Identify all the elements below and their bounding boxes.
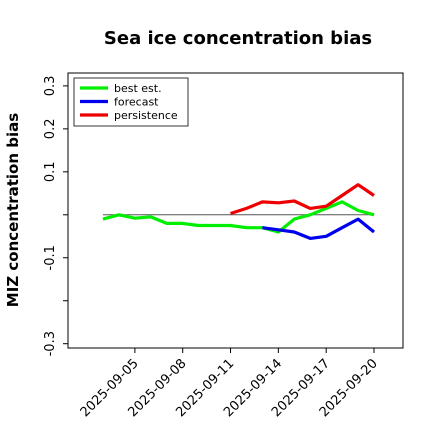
series-group: [102, 183, 376, 240]
legend-label: best est.: [114, 82, 162, 95]
plot-frame: [67, 72, 404, 349]
y-axis-ticks: 0.3 0.2 0.1 -0.1 -0.3: [43, 76, 68, 356]
y-tick-label: 0.3: [43, 76, 58, 97]
legend-label: forecast: [114, 96, 159, 109]
chart-title: Sea ice concentration bias: [104, 28, 372, 49]
series-line-best-est: [102, 200, 375, 234]
series-line-persistence: [230, 183, 375, 216]
y-axis-label: MIZ concentration bias: [4, 113, 22, 307]
x-axis-ticks: 2025-09-052025-09-082025-09-112025-09-14…: [78, 348, 381, 420]
y-tick-label: -0.1: [43, 245, 58, 270]
y-tick-label: 0.1: [43, 161, 58, 182]
legend-label: persistence: [114, 109, 178, 122]
series-line-forecast: [262, 217, 376, 240]
y-tick-label: 0.2: [43, 119, 58, 140]
y-tick-label: -0.3: [43, 331, 58, 356]
